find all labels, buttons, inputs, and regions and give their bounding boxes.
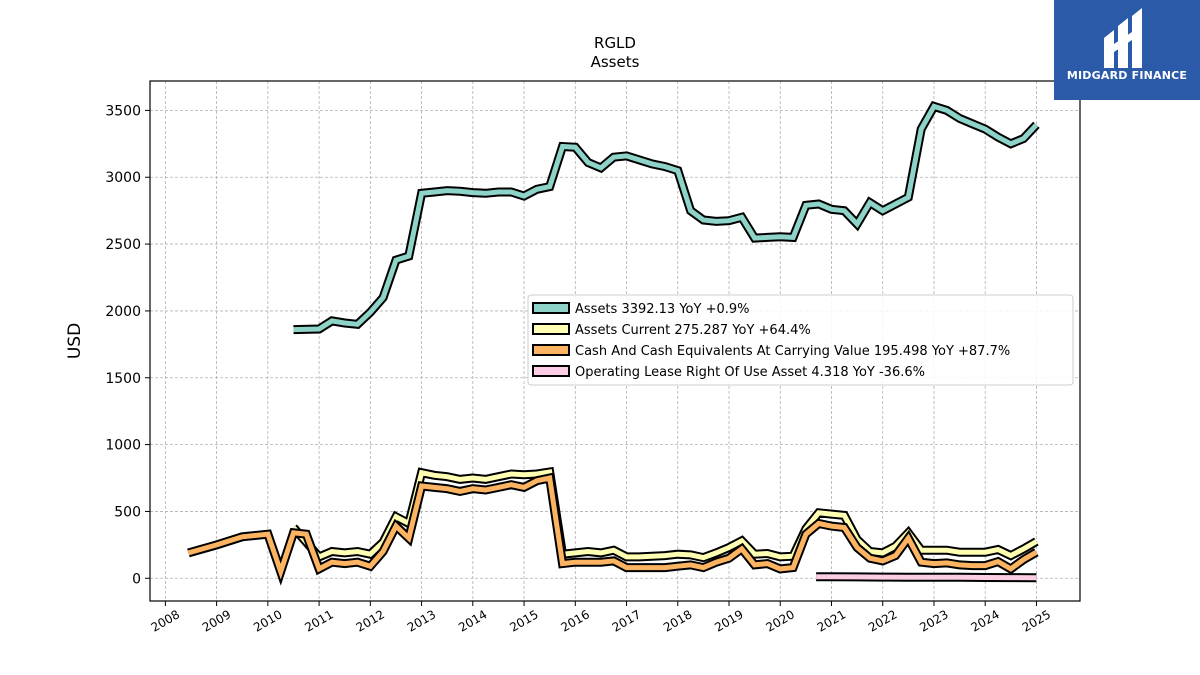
series-line-outline	[290, 466, 1039, 563]
y-tick-label: 2500	[105, 237, 141, 253]
x-tick-label: 2015	[507, 607, 540, 634]
series-assets	[293, 101, 1040, 335]
plot-area-frame	[149, 80, 1081, 602]
y-axis-label: USD	[65, 323, 85, 359]
series-cash-and-cash-equivalents-at-carrying-value	[187, 472, 1039, 586]
series-line	[291, 469, 1038, 561]
legend-swatch	[532, 365, 570, 377]
brand-logo: MIDGARD FINANCE	[1054, 0, 1200, 100]
y-tick-label: 0	[132, 571, 141, 587]
x-tick-label: 2023	[917, 607, 950, 634]
y-tick-label: 1000	[105, 438, 141, 454]
series-line	[187, 475, 1038, 580]
x-tick-label: 2019	[712, 607, 745, 634]
x-tick-label: 2011	[302, 607, 335, 634]
legend-label: Cash And Cash Equivalents At Carrying Va…	[575, 344, 1010, 359]
chart-title: RGLD	[594, 34, 636, 52]
x-tick-label: 2025	[1020, 607, 1053, 634]
legend-label: Assets Current 275.287 YoY +64.4%	[575, 323, 811, 338]
brand-mark-icon	[1104, 8, 1142, 68]
x-tick-label: 2013	[405, 607, 438, 634]
y-tick-label: 3000	[105, 170, 141, 186]
series-assets-current	[290, 466, 1039, 563]
legend-swatch	[532, 302, 570, 314]
x-tick-label: 2017	[610, 607, 643, 634]
y-tick-label: 500	[114, 504, 141, 520]
x-tick-label: 2024	[968, 607, 1001, 634]
x-tick-label: 2022	[866, 607, 899, 634]
legend: Assets 3392.13 YoY +0.9% Assets Current 2…	[527, 294, 1074, 386]
x-tick-label: 2018	[661, 607, 694, 634]
legend-label: Operating Lease Right Of Use Asset 4.318…	[575, 365, 925, 380]
legend-box	[527, 294, 1074, 386]
x-tick-label: 2010	[251, 607, 284, 634]
x-tick-label: 2021	[815, 607, 848, 634]
legend-swatch	[532, 344, 570, 356]
brand-name: MIDGARD FINANCE	[1066, 69, 1188, 82]
series-operating-lease-right-of-use-asset	[816, 572, 1037, 583]
legend-label: Assets 3392.13 YoY +0.9%	[575, 302, 750, 317]
legend-swatch	[532, 323, 570, 335]
x-tick-label: 2008	[149, 607, 182, 634]
series-line	[293, 103, 1039, 333]
y-tick-label: 3500	[105, 103, 141, 119]
x-tick-label: 2012	[354, 607, 387, 634]
series-line	[816, 574, 1037, 581]
chart-subtitle: Assets	[591, 53, 640, 71]
series-layer	[187, 101, 1040, 586]
x-tick-label: 2016	[559, 607, 592, 634]
x-tick-label: 2020	[764, 607, 797, 634]
y-tick-label: 1500	[105, 371, 141, 387]
x-tick-label: 2014	[456, 607, 489, 634]
y-tick-label: 2000	[105, 304, 141, 320]
x-tick-label: 2009	[200, 607, 233, 634]
